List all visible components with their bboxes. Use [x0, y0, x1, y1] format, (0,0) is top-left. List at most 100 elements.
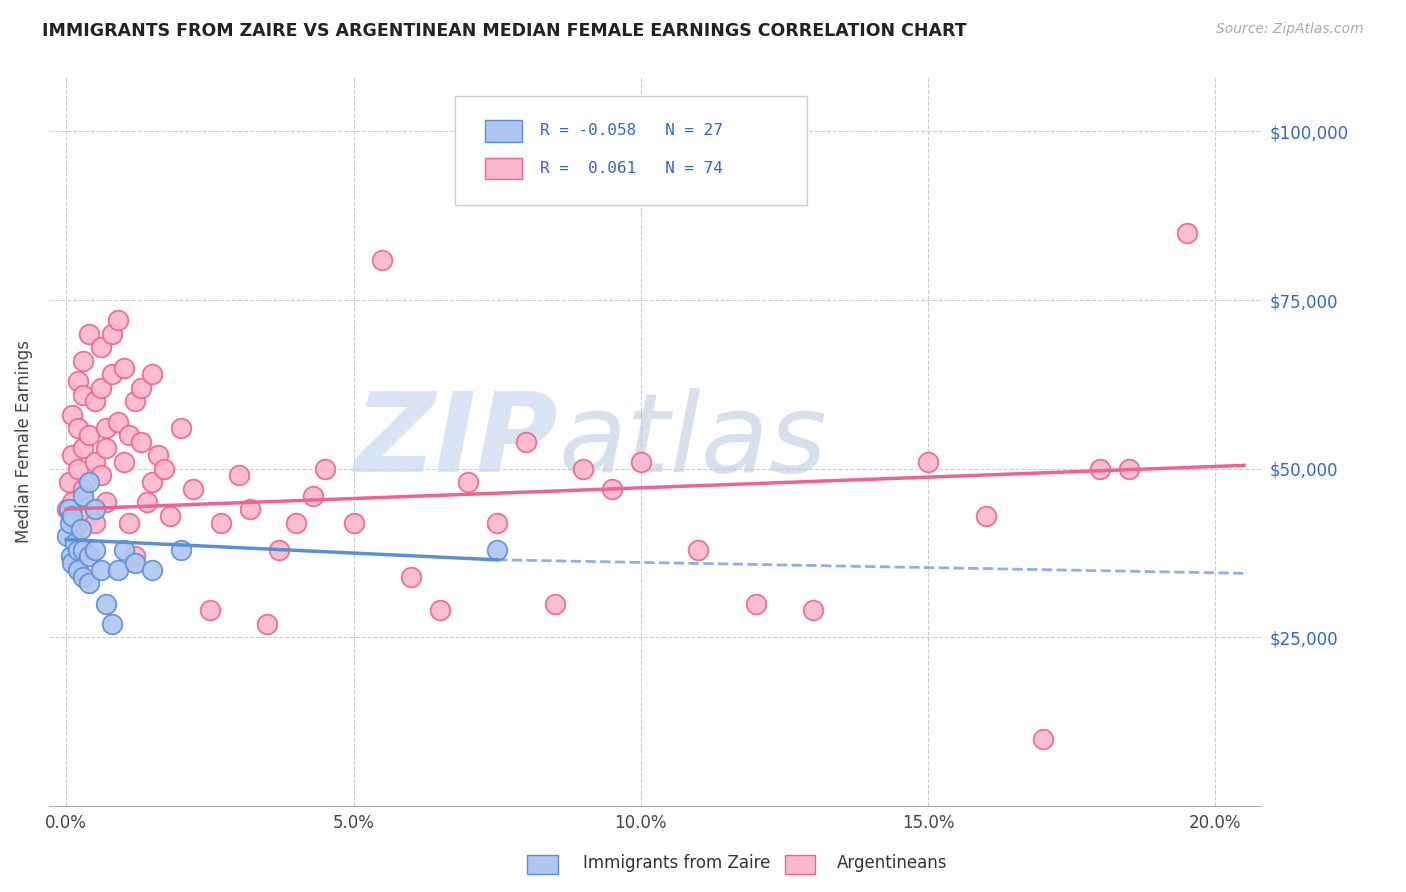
Point: [486, 542, 509, 557]
Text: ZIP: ZIP: [354, 388, 558, 495]
Point: [1175, 226, 1198, 240]
Text: IMMIGRANTS FROM ZAIRE VS ARGENTINEAN MEDIAN FEMALE EARNINGS CORRELATION CHART: IMMIGRANTS FROM ZAIRE VS ARGENTINEAN MED…: [42, 22, 967, 40]
Point: [84, 394, 107, 409]
Point: [84, 516, 107, 530]
Point: [129, 434, 152, 449]
Point: [72, 489, 94, 503]
Point: [112, 542, 135, 557]
Y-axis label: Median Female Earnings: Median Female Earnings: [15, 340, 32, 543]
Point: [486, 516, 509, 530]
Point: [84, 542, 107, 557]
Point: [66, 563, 89, 577]
FancyBboxPatch shape: [456, 95, 807, 205]
Point: [600, 482, 623, 496]
Point: [90, 340, 112, 354]
Point: [107, 415, 129, 429]
Point: [84, 455, 107, 469]
Point: [974, 508, 997, 523]
Point: [96, 495, 118, 509]
Point: [744, 597, 766, 611]
Text: atlas: atlas: [558, 388, 827, 495]
Point: [107, 563, 129, 577]
Point: [801, 603, 824, 617]
FancyBboxPatch shape: [485, 120, 522, 142]
Point: [135, 495, 157, 509]
Point: [267, 542, 290, 557]
Point: [239, 502, 262, 516]
Point: [63, 536, 86, 550]
Point: [198, 603, 221, 617]
Point: [302, 489, 325, 503]
Point: [572, 461, 595, 475]
Point: [515, 434, 537, 449]
Point: [153, 461, 176, 475]
Point: [181, 482, 204, 496]
Point: [96, 597, 118, 611]
Point: [917, 455, 939, 469]
Text: R =  0.061   N = 74: R = 0.061 N = 74: [540, 161, 723, 176]
Point: [66, 542, 89, 557]
Point: [124, 394, 146, 409]
Text: R = -0.058   N = 27: R = -0.058 N = 27: [540, 123, 723, 138]
Point: [84, 502, 107, 516]
Point: [72, 387, 94, 401]
Point: [124, 549, 146, 564]
Point: [56, 529, 79, 543]
Point: [342, 516, 364, 530]
Point: [96, 421, 118, 435]
Point: [56, 502, 79, 516]
Point: [90, 381, 112, 395]
Point: [60, 508, 83, 523]
Point: [314, 461, 336, 475]
Point: [1118, 461, 1140, 475]
Point: [59, 549, 82, 564]
Point: [90, 563, 112, 577]
Point: [66, 374, 89, 388]
Point: [543, 597, 565, 611]
Point: [60, 408, 83, 422]
Point: [630, 455, 652, 469]
Point: [170, 421, 193, 435]
Text: Immigrants from Zaire: Immigrants from Zaire: [583, 855, 770, 872]
Point: [112, 360, 135, 375]
Point: [72, 542, 94, 557]
Point: [60, 556, 83, 570]
Point: [107, 313, 129, 327]
FancyBboxPatch shape: [485, 158, 522, 179]
Point: [72, 353, 94, 368]
Point: [141, 475, 163, 490]
Point: [118, 428, 141, 442]
Point: [112, 455, 135, 469]
Point: [77, 475, 100, 490]
Point: [77, 508, 100, 523]
Point: [285, 516, 308, 530]
Point: [101, 326, 124, 341]
Point: [159, 508, 181, 523]
Point: [457, 475, 479, 490]
Point: [101, 616, 124, 631]
Point: [58, 502, 80, 516]
Point: [101, 368, 124, 382]
Point: [72, 570, 94, 584]
Point: [256, 616, 278, 631]
Point: [66, 461, 89, 475]
Point: [1090, 461, 1112, 475]
Point: [77, 549, 100, 564]
Point: [77, 576, 100, 591]
Text: Source: ZipAtlas.com: Source: ZipAtlas.com: [1216, 22, 1364, 37]
Point: [60, 495, 83, 509]
Point: [146, 448, 169, 462]
Point: [399, 570, 422, 584]
Point: [129, 381, 152, 395]
Point: [371, 252, 394, 267]
Point: [90, 468, 112, 483]
Point: [118, 516, 141, 530]
Point: [69, 523, 91, 537]
Point: [209, 516, 232, 530]
Point: [96, 442, 118, 456]
Point: [58, 475, 80, 490]
Point: [66, 421, 89, 435]
Point: [66, 516, 89, 530]
Point: [72, 482, 94, 496]
Point: [77, 428, 100, 442]
